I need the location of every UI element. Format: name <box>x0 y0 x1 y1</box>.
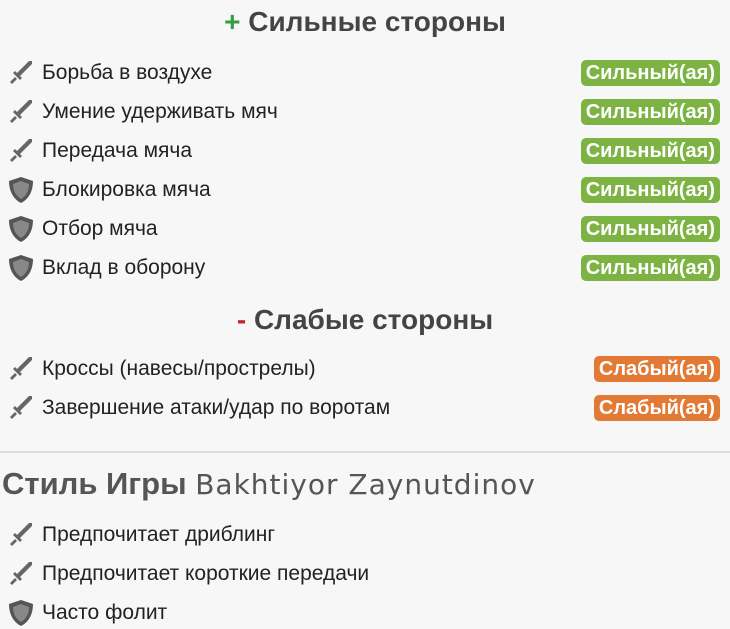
weaknesses-heading: - Слабые стороны <box>236 304 494 335</box>
item-label: Вклад в оборону <box>42 256 206 279</box>
list-item: Предпочитает дриблинг <box>6 519 720 551</box>
item-label: Блокировка мяча <box>42 178 211 201</box>
list-item: Блокировка мяча Сильный(ая) <box>6 174 720 206</box>
sword-icon <box>6 393 36 423</box>
rating-badge: Сильный(ая) <box>580 138 720 164</box>
sword-icon <box>6 354 36 384</box>
rating-badge: Слабый(ая) <box>593 356 720 382</box>
list-item: Умение удерживать мяч Сильный(ая) <box>6 96 720 128</box>
shield-icon <box>6 214 36 244</box>
strengths-heading: + Сильные стороны <box>224 6 506 37</box>
list-item: Вклад в оборону Сильный(ая) <box>6 252 720 284</box>
item-label: Кроссы (навесы/прострелы) <box>42 357 316 380</box>
item-label: Умение удерживать мяч <box>42 100 278 123</box>
list-item: Отбор мяча Сильный(ая) <box>6 213 720 245</box>
list-item: Борьба в воздухе Сильный(ая) <box>6 57 720 89</box>
rating-badge: Слабый(ая) <box>593 395 720 421</box>
list-item: Передача мяча Сильный(ая) <box>6 135 720 167</box>
item-label: Борьба в воздухе <box>42 61 213 84</box>
sword-icon <box>6 136 36 166</box>
sword-icon <box>6 559 36 589</box>
item-label: Предпочитает дриблинг <box>42 523 275 546</box>
play-style-title: Стиль Игры Bakhtiyor Zaynutdinov <box>2 466 536 501</box>
list-item: Кроссы (навесы/прострелы) Слабый(ая) <box>6 353 720 385</box>
rating-badge: Сильный(ая) <box>580 99 720 125</box>
rating-badge: Сильный(ая) <box>580 216 720 242</box>
item-label: Передача мяча <box>42 139 193 162</box>
item-label: Часто фолит <box>42 601 168 624</box>
divider <box>0 451 730 453</box>
shield-icon <box>6 175 36 205</box>
shield-icon <box>6 253 36 283</box>
item-label: Предпочитает короткие передачи <box>42 562 370 585</box>
sword-icon <box>6 58 36 88</box>
rating-badge: Сильный(ая) <box>580 255 720 281</box>
rating-badge: Сильный(ая) <box>580 60 720 86</box>
sword-icon <box>6 520 36 550</box>
item-label: Завершение атаки/удар по воротам <box>42 396 391 419</box>
item-label: Отбор мяча <box>42 217 158 240</box>
sword-icon <box>6 97 36 127</box>
list-item: Предпочитает короткие передачи <box>6 558 720 590</box>
list-item: Завершение атаки/удар по воротам Слабый(а… <box>6 392 720 424</box>
list-item: Часто фолит <box>6 597 720 629</box>
rating-badge: Сильный(ая) <box>580 177 720 203</box>
shield-icon <box>6 598 36 628</box>
